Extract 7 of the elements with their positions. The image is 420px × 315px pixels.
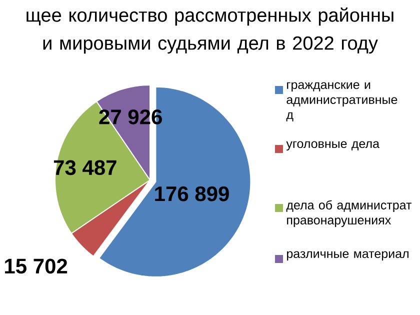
legend-label: дела об администрат правонарушениях xyxy=(286,200,412,227)
legend-label: уголовные дела xyxy=(286,141,380,151)
data-label: 15 702 xyxy=(5,258,68,274)
data-label: 176 899 xyxy=(155,186,229,202)
legend-label: гражданские и административные д xyxy=(286,82,398,122)
chart-title: щее количество рассмотренных районны и мировыми судьями дел в 2022 году xyxy=(26,8,394,54)
legend-label: различные материал xyxy=(287,251,408,261)
